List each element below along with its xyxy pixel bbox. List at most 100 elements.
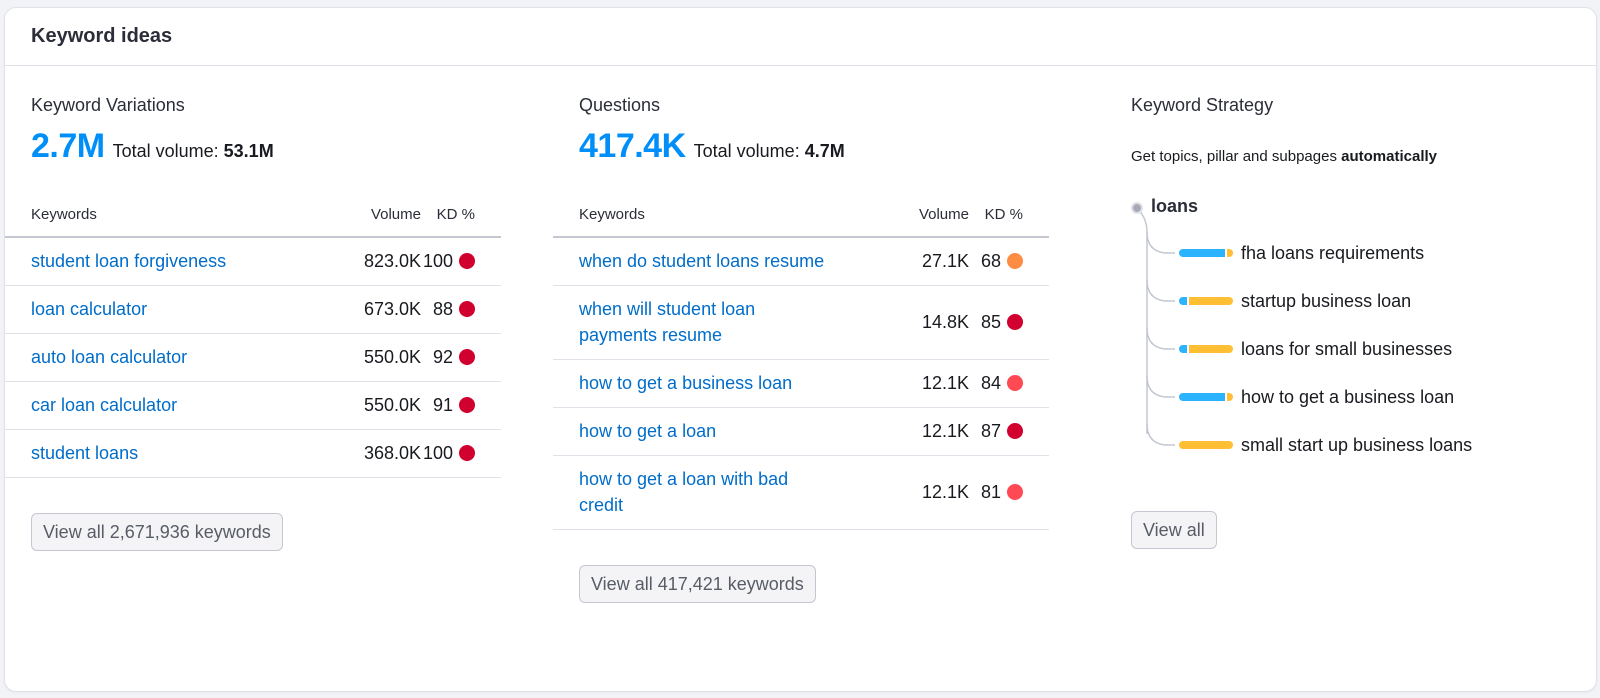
strategy-subtitle: Get topics, pillar and subpages automati… — [1131, 148, 1437, 165]
subtopic-item[interactable]: how to get a business loan — [1179, 384, 1454, 410]
volume-value: 673.0K — [311, 285, 421, 334]
keyword-link[interactable]: student loan forgiveness — [31, 251, 227, 272]
subtopic-label: small start up business loans — [1241, 434, 1473, 455]
topic-tree: loans fha loans requirements startup bus… — [1131, 196, 1571, 466]
volume-value: 27.1K — [859, 237, 969, 286]
subtopic-item[interactable]: startup business loan — [1179, 288, 1411, 314]
table-row: car loan calculator 550.0K 91 — [5, 381, 501, 430]
keyword-link[interactable]: when do student loans resume — [579, 251, 825, 272]
view-all-variations-button[interactable]: View all 2,671,936 keywords — [31, 513, 283, 551]
table-row: when do student loans resume 27.1K 68 — [553, 237, 1049, 286]
subtitle-emphasis: automatically — [1341, 148, 1438, 165]
table-header-row: Keywords Volume KD % — [553, 193, 1049, 238]
subtopic-item[interactable]: small start up business loans — [1179, 432, 1472, 458]
table-row: student loan forgiveness 823.0K 100 — [5, 237, 501, 286]
card-header: Keyword ideas — [5, 8, 1596, 66]
keyword-link[interactable]: how to get a business loan — [579, 373, 793, 393]
volume-value: 368.0K — [311, 429, 421, 478]
kd-value: 100 — [422, 250, 453, 271]
keyword-link[interactable]: how to get a loan — [579, 421, 717, 441]
variations-count: 2.7M — [31, 127, 105, 165]
kd-difficulty-dot-icon — [1007, 252, 1023, 269]
subtopic-item[interactable]: loans for small businesses — [1179, 336, 1452, 362]
intent-bar-icon — [1179, 393, 1233, 401]
subtopic-label: loans for small businesses — [1241, 338, 1453, 359]
kd-value: 88 — [432, 298, 453, 319]
kd-difficulty-dot-icon — [1007, 422, 1023, 439]
kd-value: 92 — [432, 346, 453, 367]
keyword-link[interactable]: auto loan calculator — [31, 347, 188, 367]
root-node-dot-icon — [1131, 202, 1143, 214]
subtopic-label: fha loans requirements — [1241, 242, 1425, 263]
intent-bar-icon — [1179, 297, 1233, 305]
table-header-row: Keywords Volume KD % — [5, 193, 501, 238]
total-volume-value: 53.1M — [223, 141, 274, 161]
keyword-ideas-card: Keyword ideas Keyword Variations 2.7M To… — [4, 7, 1597, 692]
table-row: loan calculator 673.0K 88 — [5, 285, 501, 334]
kd-difficulty-dot-icon — [459, 300, 475, 317]
table-row: when will student loan payments resume 1… — [553, 285, 1049, 360]
variations-table: Keywords Volume KD % student loan forgiv… — [5, 193, 501, 478]
kd-value: 91 — [432, 394, 453, 415]
column-header-kd: KD % — [969, 193, 1049, 238]
table-row: student loans 368.0K 100 — [5, 429, 501, 478]
kd-difficulty-dot-icon — [459, 348, 475, 365]
volume-value: 12.1K — [859, 407, 969, 456]
subtopic-label: how to get a business loan — [1241, 386, 1455, 407]
table-row: auto loan calculator 550.0K 92 — [5, 333, 501, 382]
column-header-keywords: Keywords — [553, 193, 859, 238]
root-topic[interactable]: loans — [1151, 196, 1199, 216]
card-title: Keyword ideas — [31, 25, 173, 47]
intent-bar-icon — [1179, 249, 1233, 257]
kd-difficulty-dot-icon — [1007, 313, 1023, 330]
keyword-link[interactable]: student loans — [31, 443, 139, 463]
kd-difficulty-dot-icon — [1007, 483, 1023, 500]
volume-value: 12.1K — [859, 359, 969, 408]
table-row: how to get a business loan 12.1K 84 — [553, 359, 1049, 408]
column-header-volume: Volume — [311, 193, 421, 238]
volume-value: 12.1K — [859, 455, 969, 530]
subtopic-item[interactable]: fha loans requirements — [1179, 240, 1424, 266]
kd-value: 84 — [980, 372, 1001, 393]
column-header-volume: Volume — [859, 193, 969, 238]
table-row: how to get a loan 12.1K 87 — [553, 407, 1049, 456]
total-volume-label: Total volume: — [693, 141, 800, 161]
variations-summary: 2.7M Total volume: 53.1M — [31, 127, 274, 166]
intent-bar-icon — [1179, 441, 1233, 449]
kd-value: 100 — [422, 442, 453, 463]
kd-value: 81 — [980, 481, 1001, 502]
keyword-link[interactable]: car loan calculator — [31, 395, 178, 415]
section-title: Questions — [579, 95, 661, 115]
volume-value: 550.0K — [311, 333, 421, 382]
questions-count: 417.4K — [579, 127, 686, 165]
kd-value: 87 — [980, 420, 1001, 441]
subtopic-label: startup business loan — [1241, 290, 1412, 311]
view-all-questions-button[interactable]: View all 417,421 keywords — [579, 565, 816, 603]
total-volume-label: Total volume: — [112, 141, 219, 161]
keyword-link[interactable]: when will student loan payments resume — [579, 299, 756, 345]
intent-bar-icon — [1179, 345, 1233, 353]
card-body: Keyword Variations 2.7M Total volume: 53… — [5, 66, 1596, 691]
view-all-strategy-button[interactable]: View all — [1131, 511, 1217, 549]
volume-value: 550.0K — [311, 381, 421, 430]
volume-value: 14.8K — [859, 285, 969, 360]
tree-connector-lines-icon — [1136, 207, 1175, 446]
table-row: how to get a loan with bad credit 12.1K … — [553, 455, 1049, 530]
volume-value: 823.0K — [311, 237, 421, 286]
questions-summary: 417.4K Total volume: 4.7M — [579, 127, 845, 166]
section-title: Keyword Variations — [31, 95, 185, 115]
kd-difficulty-dot-icon — [459, 444, 475, 461]
kd-difficulty-dot-icon — [459, 252, 475, 269]
kd-difficulty-dot-icon — [1007, 374, 1023, 391]
kd-value: 68 — [980, 250, 1001, 271]
kd-value: 85 — [980, 311, 1001, 332]
column-header-kd: KD % — [421, 193, 501, 238]
questions-table: Keywords Volume KD % when do student loa… — [553, 193, 1049, 530]
column-header-keywords: Keywords — [5, 193, 311, 238]
keyword-link[interactable]: how to get a loan with bad credit — [579, 469, 789, 515]
keyword-link[interactable]: loan calculator — [31, 299, 148, 319]
kd-difficulty-dot-icon — [459, 396, 475, 413]
section-title: Keyword Strategy — [1131, 95, 1274, 115]
total-volume-value: 4.7M — [804, 141, 845, 161]
subtitle-text: Get topics, pillar and subpages — [1131, 148, 1337, 165]
